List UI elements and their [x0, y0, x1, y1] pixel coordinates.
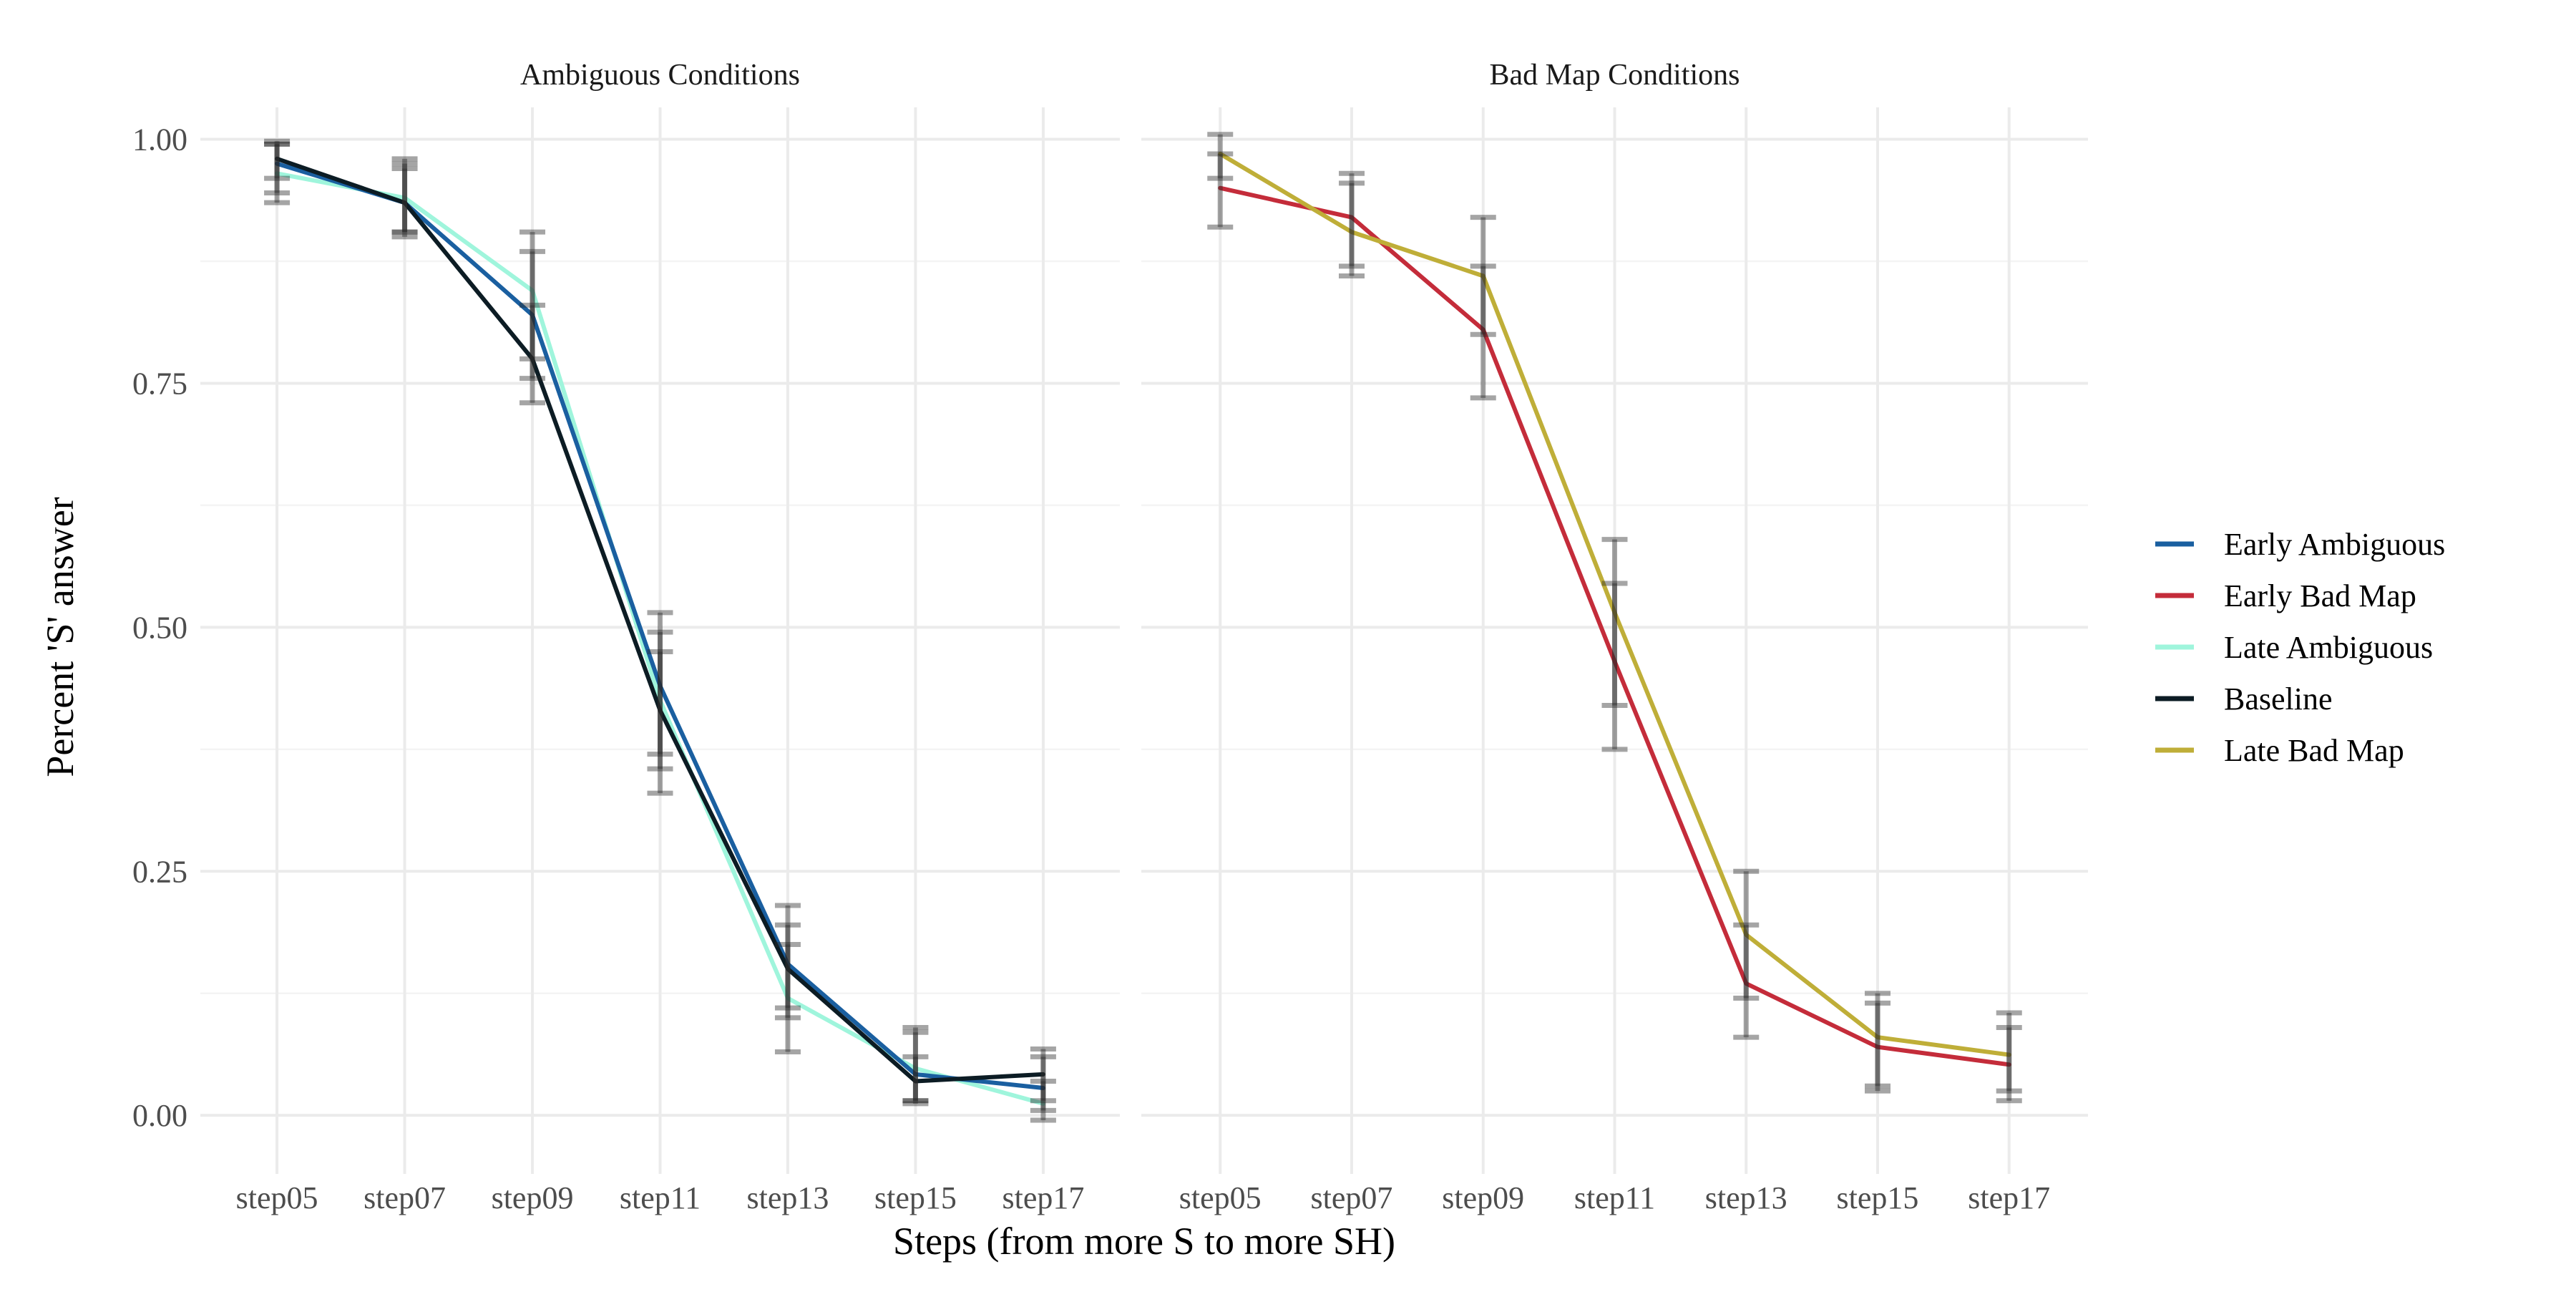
legend-label-early-ambiguous: Early Ambiguous — [2224, 527, 2445, 562]
error-bar-baseline — [264, 138, 291, 181]
x-axis-title: Steps (from more S to more SH) — [893, 1220, 1395, 1263]
error-bar-late-ambiguous — [519, 229, 546, 361]
legend: Early Ambiguous Early Bad Map Late Ambiguo… — [2155, 527, 2445, 768]
error-bar-early-bad-map — [1865, 1000, 1890, 1089]
x-tick-label: step05 — [1179, 1180, 1262, 1215]
x-tick-label: step13 — [1705, 1180, 1787, 1215]
error-bar-early-bad-map — [1601, 581, 1628, 752]
series-line-late-bad-map — [1218, 152, 2011, 1057]
error-bar-early-bad-map — [1996, 1024, 2022, 1104]
error-bar-early-ambiguous — [264, 141, 291, 196]
x-tick-label: step11 — [1574, 1180, 1655, 1215]
x-tick-label: step17 — [1002, 1180, 1084, 1215]
x-tick-label: step15 — [874, 1180, 957, 1215]
legend-label-late-ambiguous: Late Ambiguous — [2224, 630, 2433, 665]
x-tick-label: step11 — [620, 1180, 701, 1215]
error-bar-early-ambiguous — [774, 903, 801, 1021]
series-line-early-bad-map — [1218, 185, 2011, 1067]
y-tick-label: 1.00 — [132, 122, 187, 157]
error-bar-early-ambiguous — [391, 165, 418, 240]
y-tick-label: 0.50 — [132, 610, 187, 645]
y-tick-label: 0.25 — [132, 854, 187, 889]
y-tick-label: 0.00 — [132, 1098, 187, 1133]
error-bar-late-ambiguous — [1030, 1078, 1056, 1123]
error-bar-late-bad-map — [1996, 1010, 2022, 1094]
error-bar-late-ambiguous — [902, 1029, 929, 1104]
legend-label-early-bad-map: Early Bad Map — [2224, 578, 2416, 613]
error-bar-late-ambiguous — [647, 629, 673, 772]
error-bar-late-ambiguous — [264, 141, 291, 205]
error-bar-baseline — [1030, 1046, 1056, 1104]
error-bar-late-bad-map — [1733, 868, 1760, 1001]
error-bar-early-ambiguous — [647, 610, 673, 757]
error-bar-late-bad-map — [1207, 132, 1234, 181]
error-bar-late-bad-map — [1865, 991, 1890, 1094]
x-tick-label: step07 — [1311, 1180, 1393, 1215]
error-bar-baseline — [774, 922, 801, 1011]
error-bar-early-bad-map — [1733, 922, 1760, 1040]
x-tick-label: step13 — [747, 1180, 829, 1215]
error-bar-late-ambiguous — [774, 942, 801, 1055]
error-bar-early-ambiguous — [519, 248, 546, 382]
y-axis-title: Percent 'S' answer — [39, 497, 82, 777]
error-bar-late-bad-map — [1601, 537, 1628, 708]
panel-title-bad-map: Bad Map Conditions — [1489, 59, 1740, 92]
error-bar-late-bad-map — [1339, 180, 1365, 278]
legend-label-baseline: Baseline — [2224, 681, 2333, 717]
error-bar-baseline — [519, 302, 546, 406]
error-bar-early-ambiguous — [1030, 1054, 1056, 1113]
error-bar-late-ambiguous — [391, 161, 418, 235]
x-tick-label: step17 — [1968, 1180, 2050, 1215]
series-line-baseline — [275, 156, 1045, 1084]
x-tick-label: step09 — [1442, 1180, 1524, 1215]
panel-title-ambiguous: Ambiguous Conditions — [520, 59, 800, 92]
x-tick-label: step15 — [1837, 1180, 1919, 1215]
panel-ambiguous: Ambiguous Conditions step05 step07 step09 s… — [236, 59, 1085, 1215]
error-bar-early-ambiguous — [902, 1024, 929, 1104]
error-bar-baseline — [902, 1054, 929, 1107]
error-bar-baseline — [647, 649, 673, 796]
x-tick-label: step09 — [492, 1180, 574, 1215]
panel-bad-map: Bad Map Conditions step05 step07 step09 ste… — [1179, 59, 2050, 1215]
error-bar-early-bad-map — [1207, 151, 1234, 230]
error-bar-baseline — [391, 156, 418, 235]
error-bar-early-bad-map — [1470, 263, 1496, 401]
x-tick-label: step05 — [236, 1180, 318, 1215]
error-bar-late-bad-map — [1470, 215, 1496, 337]
legend-label-late-bad-map: Late Bad Map — [2224, 733, 2404, 768]
error-bar-early-bad-map — [1339, 170, 1365, 269]
series-line-late-ambiguous — [275, 171, 1045, 1106]
y-tick-label: 0.75 — [132, 366, 187, 401]
x-tick-label: step07 — [364, 1180, 446, 1215]
